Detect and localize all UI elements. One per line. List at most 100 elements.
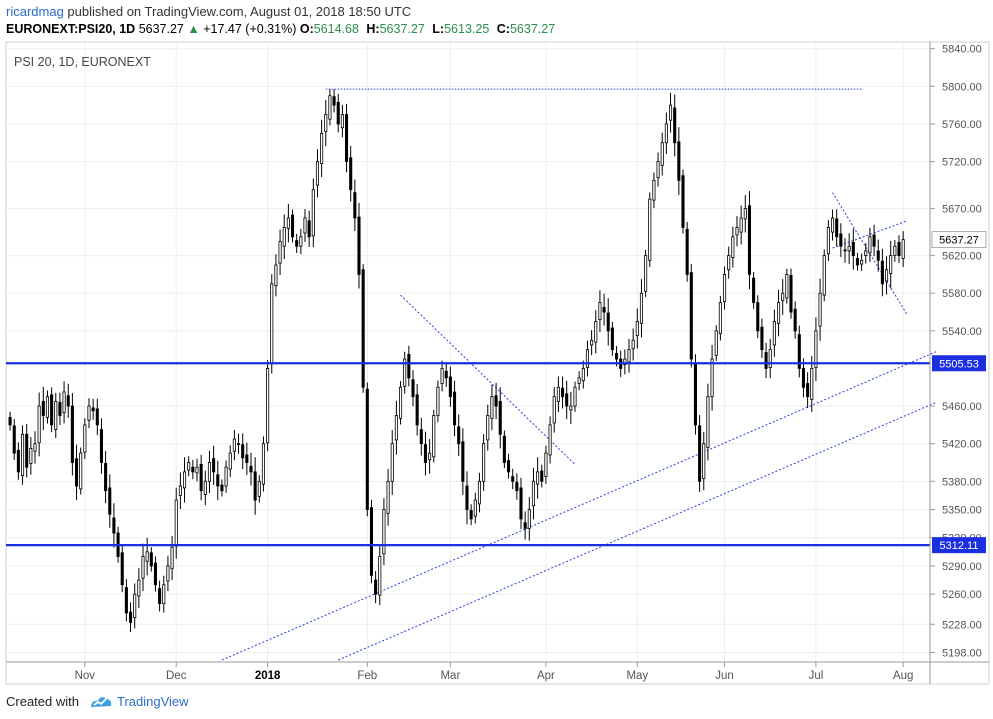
candle: [627, 338, 631, 373]
candle: [864, 243, 868, 264]
candle: [536, 457, 540, 499]
candle-body: [893, 245, 897, 257]
candle: [295, 233, 299, 253]
candle: [257, 475, 261, 503]
candle-body: [772, 321, 776, 346]
tradingview-link[interactable]: TradingView: [117, 694, 189, 709]
candle-body: [195, 466, 199, 474]
candle: [415, 384, 419, 436]
candle: [718, 295, 722, 341]
candle: [706, 383, 710, 461]
candle: [494, 382, 498, 420]
candle-body: [889, 255, 893, 274]
candle: [432, 409, 436, 463]
candle-body: [598, 302, 602, 320]
candle: [544, 445, 548, 484]
candle: [590, 330, 594, 356]
x-tick-label-1: Dec: [166, 670, 187, 682]
candle: [253, 457, 257, 515]
candle-body: [560, 387, 565, 398]
candle-body: [515, 481, 519, 492]
candle-body: [652, 179, 656, 201]
price-change: +17.47 (+0.31%): [203, 22, 297, 36]
candle: [560, 376, 565, 409]
candle: [523, 511, 527, 540]
author-link[interactable]: ricardmag: [6, 4, 64, 19]
candle-body: [166, 565, 170, 582]
candle: [577, 371, 581, 391]
candle-body: [785, 274, 789, 299]
candle: [290, 209, 295, 243]
candle: [880, 248, 884, 297]
candle: [851, 228, 855, 270]
candle: [781, 279, 785, 315]
candle-body: [473, 499, 477, 517]
candle-body: [569, 405, 573, 411]
candle: [311, 178, 315, 248]
candle: [444, 362, 448, 387]
candle: [108, 474, 112, 528]
candle-body: [128, 611, 133, 623]
candle: [722, 266, 727, 310]
horizontal-levels: [6, 362, 930, 547]
candle-body: [79, 452, 83, 490]
candle-body: [540, 470, 544, 482]
candle: [62, 381, 66, 424]
candle-body: [565, 393, 569, 407]
high-label: H:: [366, 22, 380, 36]
candlestick-series: [8, 89, 905, 632]
candle-body: [41, 400, 45, 416]
candle: [714, 325, 718, 361]
time-axis[interactable]: Nov Dec 2018 Feb Mar Apr May Jun Jul Aug: [75, 662, 914, 682]
candle: [199, 454, 203, 501]
candle-body: [635, 321, 639, 336]
candle: [511, 468, 515, 490]
candle: [378, 546, 382, 606]
chart-title: PSI 20, 1D, EURONEXT: [14, 55, 151, 69]
candle: [668, 92, 673, 133]
price-chart[interactable]: 5840.00 5800.00 5760.00 5720.00 5670.00 5620.…: [0, 0, 993, 688]
candle: [104, 451, 108, 504]
created-with-text: Created with: [6, 694, 79, 709]
candle: [303, 208, 307, 243]
candle-body: [344, 114, 349, 162]
open-value: 5614.68: [313, 22, 359, 36]
candle-body: [760, 326, 764, 351]
candle: [764, 342, 768, 379]
candle: [245, 442, 249, 475]
candle: [394, 400, 398, 455]
candle: [41, 386, 45, 431]
candle: [232, 429, 236, 461]
candle: [635, 308, 639, 349]
candle: [365, 382, 369, 517]
candle: [58, 392, 62, 426]
candle-body: [793, 308, 797, 332]
candle-body: [419, 429, 423, 445]
y-tick-label-10: 5380.00: [942, 476, 982, 488]
candle: [623, 349, 627, 375]
candle-body: [764, 352, 768, 369]
candle: [83, 418, 87, 459]
candle: [328, 89, 332, 126]
candle-body: [693, 363, 698, 426]
candle-body: [448, 376, 452, 398]
candle: [847, 233, 851, 264]
y-tick-label-11: 5350.00: [942, 505, 982, 517]
candle: [386, 468, 390, 526]
candle-body: [876, 250, 880, 261]
x-tick-label-0: Nov: [75, 670, 96, 682]
candle: [486, 404, 490, 451]
candle-body: [511, 476, 515, 482]
price-axis[interactable]: 5840.00 5800.00 5760.00 5720.00 5670.00 5620.…: [930, 44, 982, 660]
candle: [278, 229, 282, 275]
candle-body: [203, 480, 207, 495]
candle: [631, 328, 635, 361]
candle-body: [50, 394, 54, 426]
high-value: 5637.27: [379, 22, 425, 36]
candle-body: [432, 415, 436, 458]
candle: [747, 191, 752, 290]
candle: [876, 239, 880, 272]
candle-body: [810, 368, 814, 400]
candle-body: [486, 415, 490, 441]
candle-body: [718, 302, 722, 335]
